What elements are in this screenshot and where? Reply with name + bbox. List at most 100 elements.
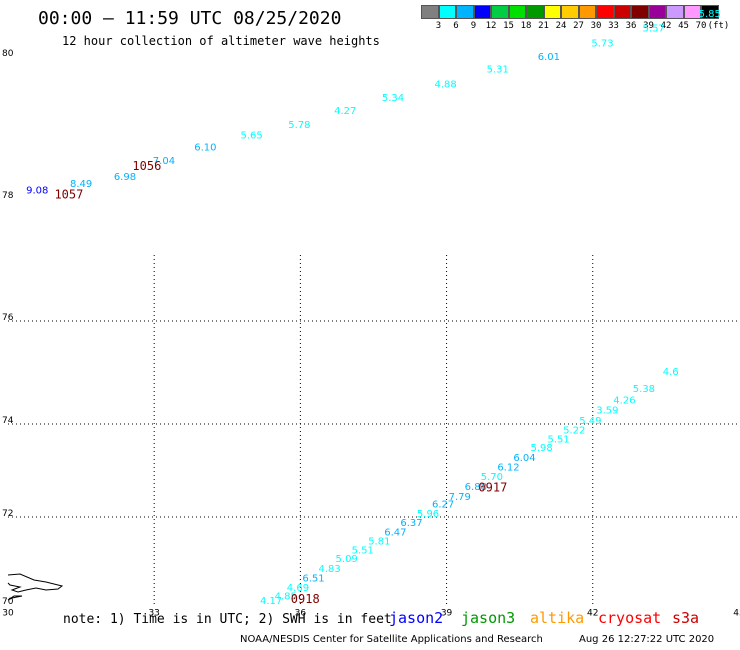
swh-value-label: 6.01 [538, 52, 560, 63]
swh-value-label: 3.59 [596, 406, 618, 417]
legend-swatch [456, 5, 474, 19]
legend-label: 9 [470, 21, 477, 31]
legend-swatch [473, 5, 491, 19]
satellite-jason3: jason3 [461, 609, 516, 627]
swh-value-label: 6.27 [432, 500, 454, 511]
legend-label: 33 [608, 21, 619, 31]
legend-label: 27 [573, 21, 584, 31]
generated-timestamp: Aug 26 12:27:22 UTC 2020 [579, 634, 715, 645]
color-scale-labels: 3 6 9 12 15 18 21 24 27 30 33 36 39 42 45 70 (ft) [421, 21, 740, 33]
pass-time-label: 0918 [291, 592, 320, 606]
legend-label: 30 [590, 21, 602, 31]
legend-label: 18 [520, 21, 532, 31]
swh-value-label: 5.65 [241, 131, 263, 142]
swh-value-label: 4.83 [318, 564, 340, 575]
swh-value-label: 7.79 [449, 492, 471, 503]
legend-swatch [648, 5, 666, 19]
swh-value-label: 5.85 [699, 9, 721, 20]
swh-value-label: 5.70 [481, 472, 503, 483]
legend-label: 42 [660, 21, 672, 31]
swh-value-label: 5.57 [643, 23, 665, 34]
legend-label: 70 [695, 21, 707, 31]
swh-value-label: 9.08 [26, 185, 48, 196]
swh-value-label: 4.17 [260, 596, 282, 607]
swh-value-label: 4.69 [287, 583, 309, 594]
swh-value-label: 4.88 [434, 80, 456, 91]
legend-swatch [578, 5, 596, 19]
legend-swatch [508, 5, 526, 19]
legend-swatch [596, 5, 614, 19]
legend-swatch [683, 5, 701, 19]
legend-swatch [438, 5, 456, 19]
legend-swatch [421, 5, 439, 19]
legend-label: 21 [538, 21, 549, 31]
swh-value-label: 5.78 [288, 120, 310, 131]
swh-value-label: 5.73 [591, 38, 613, 49]
swh-value-label: 5.98 [530, 443, 552, 454]
legend-label: 24 [555, 21, 567, 31]
legend-swatch [543, 5, 561, 19]
swh-value-label: 4.6 [663, 367, 679, 378]
legend-label: 15 [503, 21, 514, 31]
swh-value-label: 4.26 [613, 395, 635, 406]
swh-value-label: 5.49 [579, 416, 601, 427]
legend-swatch [526, 5, 544, 19]
pass-time-label: 1057 [54, 187, 83, 201]
swh-value-label: 6.88 [465, 482, 487, 493]
swh-value-label: 5.96 [417, 509, 439, 520]
longitude-tick-label: 39 [441, 609, 453, 619]
swh-value-label: 6.37 [400, 518, 422, 529]
longitude-tick-label: 30 [2, 609, 14, 619]
latitude-tick-label: 78 [2, 191, 14, 201]
pass-time-label: 0917 [478, 480, 507, 494]
legend-swatch [561, 5, 579, 19]
satellite-jason2: jason2 [389, 609, 444, 627]
swh-value-label: 4.27 [334, 106, 356, 117]
legend-label: 36 [625, 21, 637, 31]
legend-label: 12 [485, 21, 497, 31]
legend-swatch [701, 5, 719, 19]
legend-label: 6 [453, 21, 459, 31]
credit-line: NOAA/NESDIS Center for Satellite Applica… [240, 634, 543, 645]
legend-label: (ft) [707, 21, 730, 31]
swh-value-label: 5.51 [352, 546, 374, 557]
pass-time-label: 1056 [132, 159, 161, 173]
swh-value-label: 6.12 [497, 463, 519, 474]
swh-value-label: 6.10 [194, 143, 216, 154]
satellite-altika: altika [530, 609, 585, 627]
latitude-tick-label: 70 [2, 597, 14, 607]
swh-value-label: 5.81 [368, 536, 390, 547]
satellite-cryosat: cryosat [598, 609, 662, 627]
legend-label: 45 [678, 21, 689, 31]
swh-value-label: 5.51 [548, 435, 570, 446]
legend-swatch [666, 5, 684, 19]
longitude-tick-label: 36 [295, 609, 307, 619]
longitude-tick-label: 33 [148, 609, 159, 619]
legend-swatch [631, 5, 649, 19]
swh-value-label: 5.22 [563, 425, 585, 436]
latitude-tick-label: 76 [2, 313, 14, 323]
swh-value-label: 6.51 [302, 574, 324, 585]
swh-value-label: 7.04 [153, 156, 175, 167]
satellite-s3a: s3a [672, 609, 700, 627]
coastline [7, 573, 64, 593]
swh-value-label: 5.34 [382, 93, 404, 104]
legend-label: 3 [435, 21, 442, 31]
latitude-tick-label: 72 [2, 509, 13, 519]
footer-note: note: 1) Time is in UTC; 2) SWH is in fe… [63, 612, 392, 627]
page-title: 00:00 – 11:59 UTC 08/25/2020 [38, 8, 342, 29]
swh-value-label: 6.98 [114, 172, 136, 183]
longitude-tick-label: 42 [587, 609, 598, 619]
latitude-tick-label: 80 [2, 49, 14, 59]
swh-value-label: 5.09 [336, 554, 358, 565]
swh-value-label: 5.31 [487, 65, 509, 76]
color-scale-legend [421, 5, 719, 19]
legend-swatch [491, 5, 509, 19]
swh-value-label: 4.85 [275, 592, 297, 603]
legend-swatch [613, 5, 631, 19]
longitude-tick-label: 45 [733, 609, 740, 619]
coastline [7, 595, 23, 601]
swh-value-label: 5.38 [633, 384, 655, 395]
